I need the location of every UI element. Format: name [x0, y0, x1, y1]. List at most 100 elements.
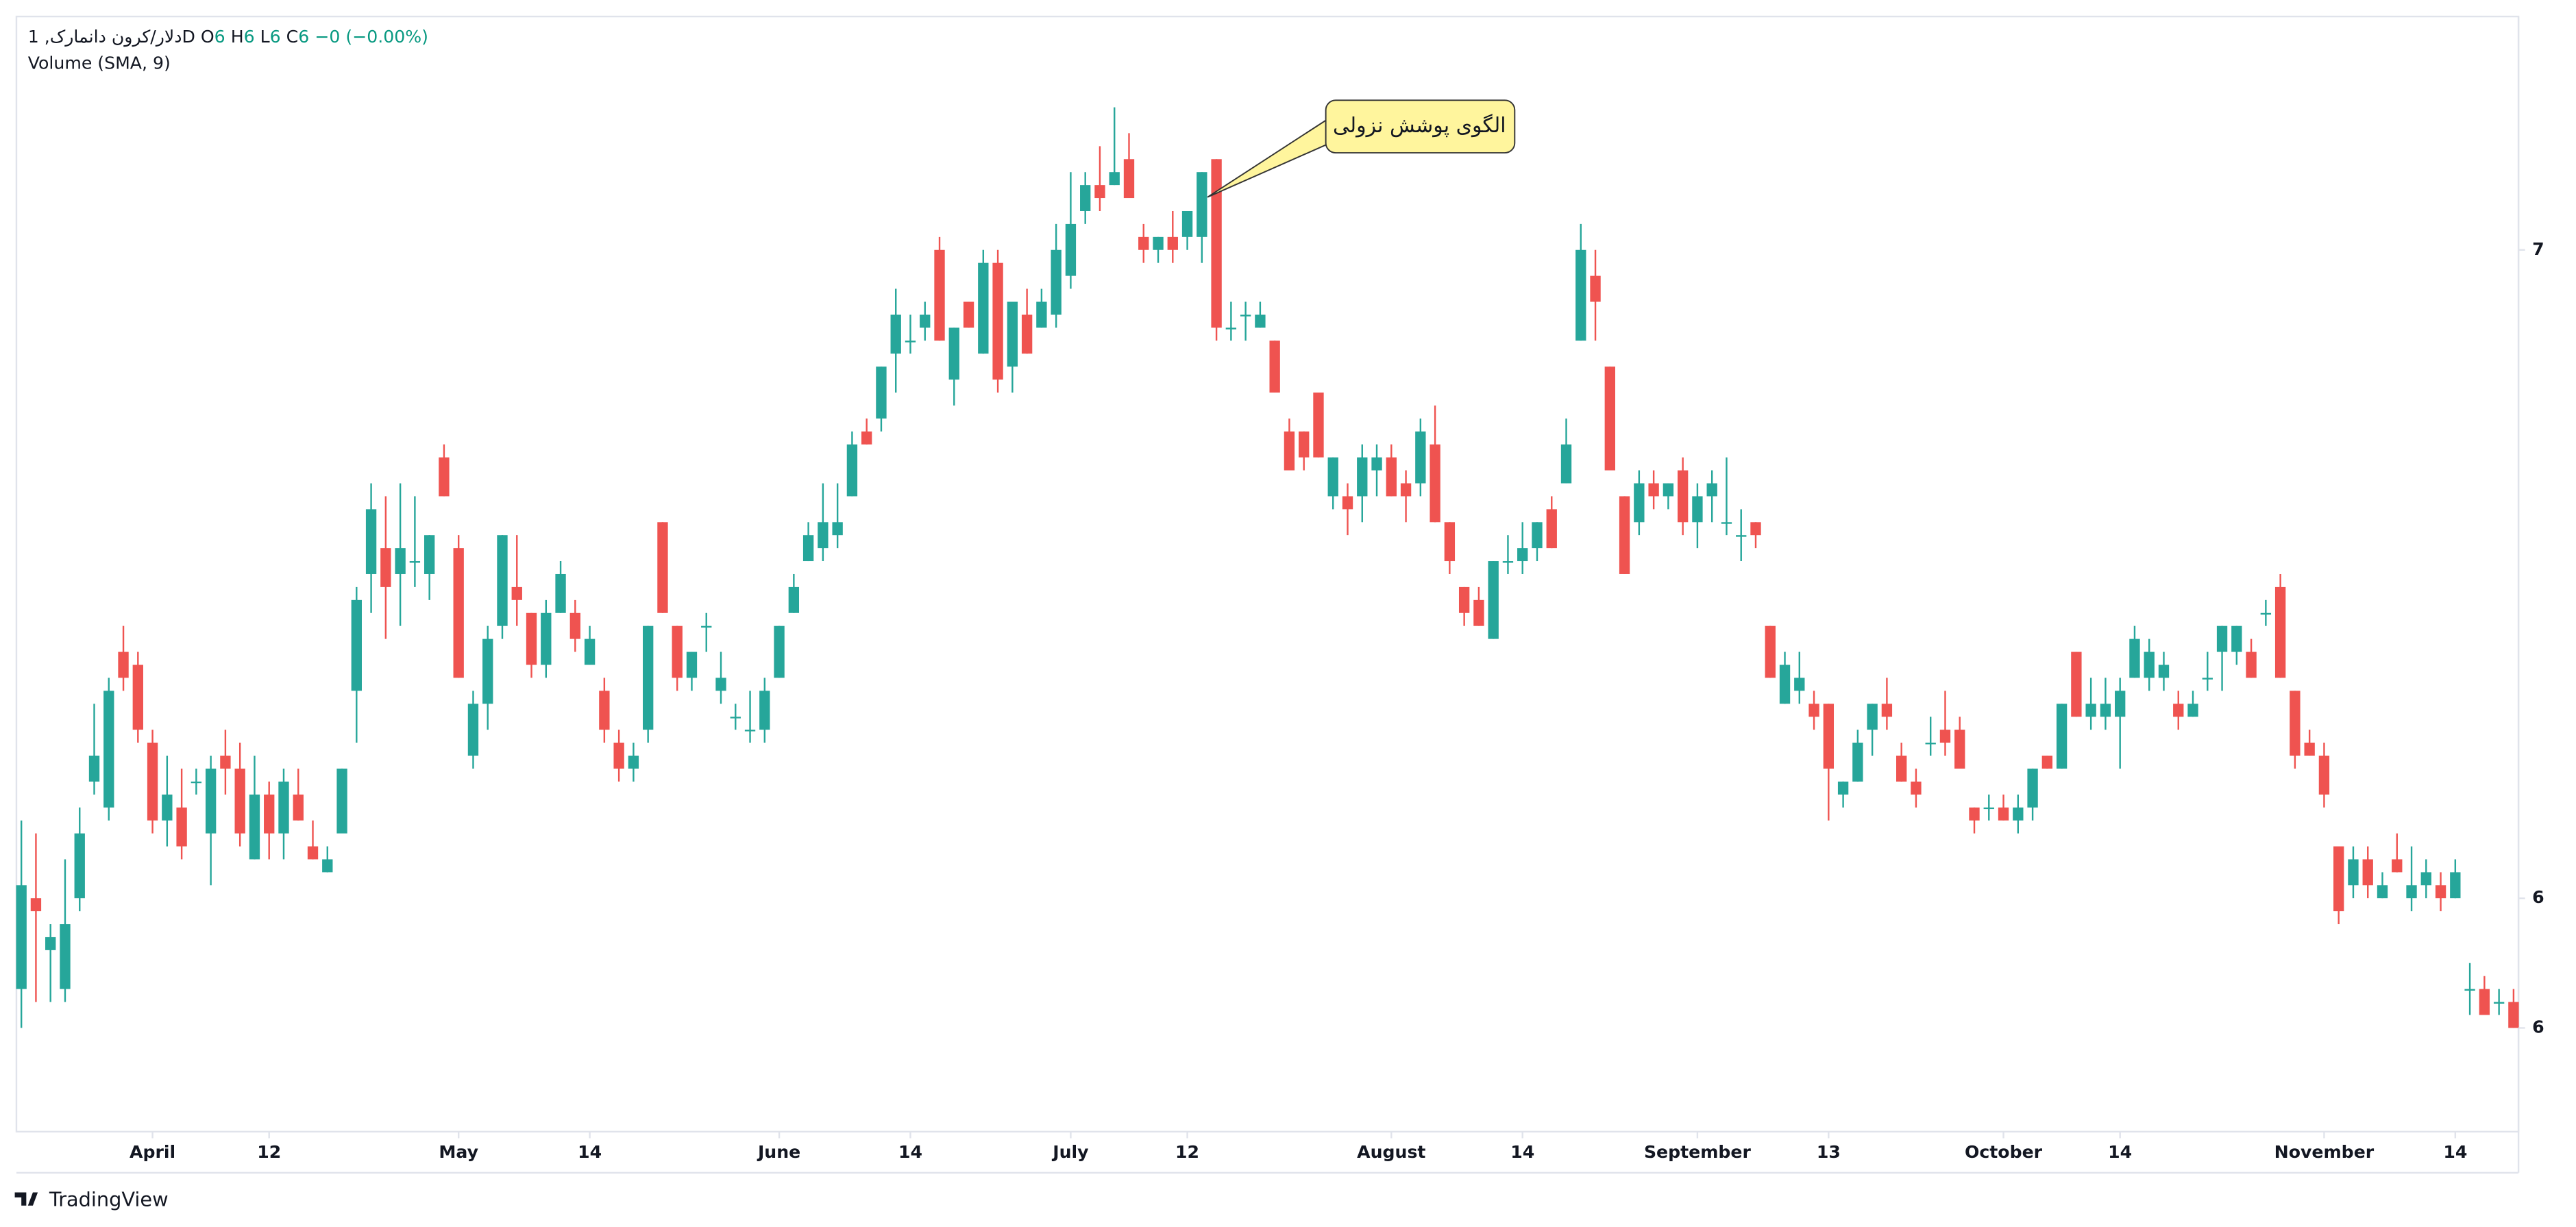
- candle-body: [2420, 872, 2431, 886]
- candle-body: [365, 509, 377, 574]
- candle-body: [1619, 496, 1630, 574]
- candle-body: [832, 522, 843, 536]
- candle-body: [599, 691, 610, 730]
- candle-body: [1371, 457, 1382, 471]
- x-tick-label: August: [1357, 1142, 1425, 1162]
- candle-body: [2100, 704, 2111, 717]
- candle-body: [1648, 483, 1659, 497]
- candle-body: [205, 768, 217, 834]
- candle-body: [88, 755, 100, 782]
- candle-body: [2493, 1002, 2505, 1004]
- candle-body: [2187, 704, 2198, 717]
- candle-body: [1386, 457, 1397, 497]
- candle-body: [1867, 704, 1878, 730]
- y-tick-label: 7: [2532, 239, 2544, 259]
- ohlc-key: O: [201, 27, 214, 47]
- candle-body: [818, 522, 829, 549]
- change: −0 (−0.00%): [315, 27, 428, 47]
- legend-header: دلار/کرون دانمارک, 1D O6 H6 L6 C6 −0 (−0…: [28, 27, 428, 47]
- candle-body: [1444, 522, 1456, 562]
- candle-body: [1560, 444, 1572, 484]
- candle-body: [2056, 704, 2068, 769]
- candle-body: [2348, 859, 2359, 886]
- candle-body: [1400, 483, 1412, 497]
- x-tick-label: May: [439, 1142, 478, 1162]
- candle-body: [30, 898, 42, 912]
- x-tick-label: 14: [898, 1142, 922, 1162]
- candle-body: [2406, 885, 2417, 899]
- candle-body: [467, 704, 479, 756]
- candle-body: [1094, 185, 1105, 199]
- candle-body: [1313, 392, 1324, 458]
- candle-body: [1925, 743, 1936, 745]
- candle-body: [220, 755, 231, 769]
- candle-body: [2085, 704, 2096, 717]
- candle-body: [2071, 652, 2082, 717]
- candle-body: [1430, 444, 1440, 523]
- ohlc-key: C: [286, 27, 299, 47]
- candle-body: [1240, 314, 1251, 317]
- candle-body: [905, 340, 916, 343]
- symbol: دلار/کرون دانمارک, 1D: [28, 27, 195, 47]
- candle-body: [1721, 522, 1732, 524]
- candle-body: [16, 885, 27, 989]
- candle-body: [2231, 625, 2242, 652]
- candle-body: [1663, 483, 1674, 497]
- candle-body: [497, 535, 508, 626]
- candle-body: [1736, 535, 1747, 537]
- candle-body: [1488, 561, 1499, 639]
- x-tick-label: 13: [1817, 1142, 1841, 1162]
- candle-body: [846, 444, 858, 497]
- candle-body: [672, 625, 683, 678]
- candle-body: [2144, 652, 2155, 678]
- candle-body: [774, 625, 785, 678]
- annotation: الگوی پوشش نزولی: [1333, 114, 1506, 138]
- candle-body: [439, 457, 450, 497]
- candle-body: [1546, 509, 1557, 549]
- candle-body: [1706, 483, 1717, 497]
- x-tick-label: 12: [257, 1142, 281, 1162]
- candle-body: [2464, 989, 2475, 991]
- indicator-label: Volume (SMA, 9): [28, 53, 171, 73]
- x-tick-label: 14: [578, 1142, 602, 1162]
- x-tick-label: 14: [1510, 1142, 1534, 1162]
- candle-body: [103, 691, 114, 808]
- candle-body: [395, 548, 406, 574]
- candle-body: [2479, 989, 2490, 1015]
- candle-body: [1911, 781, 1922, 795]
- candle-body: [132, 665, 143, 730]
- candle-body: [1954, 730, 1965, 769]
- candle-body: [380, 548, 391, 587]
- candle-body: [2450, 872, 2461, 899]
- candle-body: [351, 599, 362, 691]
- candle-body: [1881, 704, 1893, 717]
- candle-body: [1225, 327, 1237, 330]
- candle-body: [1692, 496, 1703, 523]
- candle-body: [1197, 172, 1207, 237]
- candle-body: [234, 768, 245, 834]
- candle-body: [2246, 652, 2257, 678]
- candle-body: [1634, 483, 1645, 523]
- candle-body: [1750, 522, 1761, 536]
- candle-body: [249, 794, 260, 860]
- candle-body: [1036, 301, 1047, 328]
- candle-body: [1837, 781, 1849, 795]
- candle-body: [861, 431, 872, 445]
- candle-body: [74, 833, 85, 899]
- logo-mark: [14, 1192, 38, 1206]
- candle-body: [1181, 210, 1193, 237]
- candle-body: [715, 678, 726, 691]
- candle-body: [1823, 704, 1835, 769]
- candle-body: [1852, 743, 1863, 782]
- candle-body: [759, 691, 770, 730]
- candle-body: [2290, 691, 2301, 756]
- candle-body: [2173, 704, 2184, 717]
- candle-body: [322, 859, 333, 873]
- logo: TradingView: [14, 1188, 169, 1211]
- candle-body: [1502, 561, 1514, 563]
- candle-body: [1590, 275, 1601, 302]
- candle-body: [2377, 885, 2388, 899]
- candle-body: [2013, 807, 2024, 821]
